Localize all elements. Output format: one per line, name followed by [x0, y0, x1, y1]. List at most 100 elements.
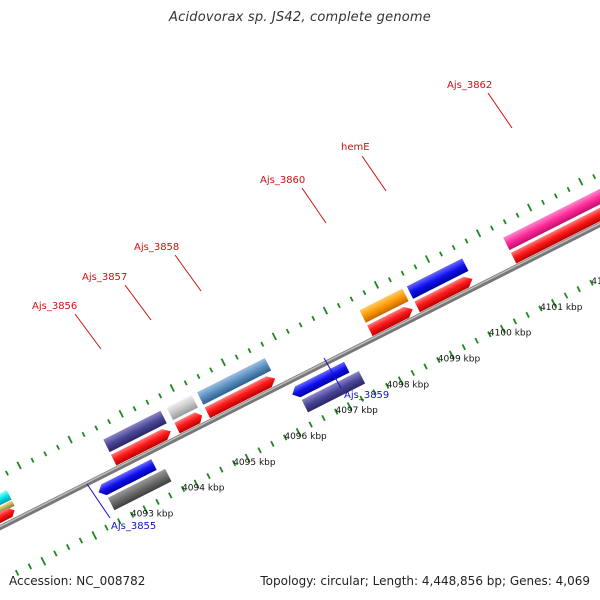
tick-mark — [30, 457, 35, 463]
tick-mark — [464, 238, 469, 244]
tick-mark — [311, 315, 316, 322]
scale-label: 4101 kbp — [540, 303, 583, 313]
tick-mark — [220, 358, 226, 367]
cds-forward-arrow — [367, 306, 413, 337]
tick-mark — [5, 470, 9, 476]
tick-mark — [183, 380, 188, 386]
tick-mark — [209, 367, 214, 373]
gene-label-heme[interactable]: hemE — [341, 142, 370, 153]
tick-mark — [490, 225, 494, 231]
tick-mark — [400, 270, 405, 276]
callout-line-ajs-3857 — [124, 284, 152, 321]
scale-label: 4102 kbp — [591, 277, 600, 287]
tick-mark — [387, 277, 392, 283]
tick-mark — [66, 543, 71, 551]
tick-mark — [578, 177, 584, 186]
tick-mark — [372, 389, 377, 396]
tick-mark — [541, 199, 546, 206]
gene-ajs-3858-box — [197, 358, 272, 405]
scale-label-text: 4093 kbp — [131, 509, 174, 519]
tick-mark — [502, 219, 507, 225]
scale-label: 4099 kbp — [438, 354, 481, 364]
tick-mark — [81, 431, 86, 438]
scale-label-text: 4099 kbp — [438, 354, 481, 364]
scale-label: 4095 kbp — [233, 458, 276, 468]
genome-stats-text: Topology: circular; Length: 4,448,856 bp… — [260, 574, 590, 588]
scale-label: 4100 kbp — [489, 329, 532, 339]
scale-label-text: 4095 kbp — [233, 458, 276, 468]
tick-mark — [43, 451, 48, 457]
tick-mark — [14, 569, 20, 576]
lower-tick-row — [14, 279, 594, 576]
tick-mark — [132, 406, 137, 412]
gene-ajs-3856-box — [103, 410, 167, 453]
tick-mark — [206, 473, 211, 480]
gene-ajs-3855-arrow — [98, 459, 157, 496]
scale-label-text: 4096 kbp — [284, 432, 327, 442]
cds-forward-arrow — [174, 412, 203, 434]
scale-label: 4093 kbp — [131, 509, 174, 519]
tick-mark — [270, 440, 275, 447]
tick-mark — [67, 435, 73, 444]
feature-olive-box — [0, 500, 15, 520]
gene-ajs-3855-box — [108, 468, 172, 511]
gene-ajs-3859-box — [301, 371, 366, 413]
scale-label-text: 4100 kbp — [489, 329, 532, 339]
gene-label-ajs-3858[interactable]: Ajs_3858 — [134, 242, 179, 253]
callout-line-ajs-3855 — [86, 483, 111, 519]
upper-tick-row — [5, 173, 597, 476]
tick-mark — [563, 292, 569, 299]
tick-mark — [158, 393, 163, 399]
tick-mark — [145, 399, 150, 405]
tick-mark — [231, 460, 237, 467]
tick-mark — [40, 556, 47, 566]
scale-label-text: 4098 kbp — [387, 380, 430, 390]
cds-forward-arrow — [414, 276, 473, 313]
tick-mark — [499, 324, 506, 334]
tick-mark — [385, 382, 390, 389]
tick-mark — [474, 337, 479, 344]
tick-mark — [362, 290, 367, 296]
tick-mark — [257, 447, 262, 454]
tick-mark — [298, 322, 303, 328]
gene-label-ajs-3859[interactable]: Ajs_3859 — [344, 390, 389, 401]
gene-label-ajs-3856[interactable]: Ajs_3856 — [32, 301, 77, 312]
tick-mark — [219, 466, 224, 473]
gene-label-ajs-3857[interactable]: Ajs_3857 — [82, 272, 127, 283]
genome-backbone — [0, 93, 600, 540]
gene-label-ajs-3862[interactable]: Ajs_3862 — [447, 80, 492, 91]
tick-mark — [56, 444, 60, 451]
tick-mark — [359, 395, 364, 402]
tick-mark — [334, 408, 339, 415]
cds-forward-arrow — [510, 197, 600, 264]
accession-text: Accession: NC_008782 — [9, 574, 146, 588]
tick-mark — [475, 229, 482, 238]
gene-callouts — [74, 92, 513, 519]
tick-mark — [196, 373, 201, 380]
tick-mark — [168, 492, 173, 499]
scale-label: 4096 kbp — [284, 432, 327, 442]
tick-mark — [104, 524, 109, 531]
genome-title: Acidovorax sp. JS42, complete genome — [169, 10, 431, 25]
callout-line-heme — [361, 155, 387, 192]
tick-mark — [423, 363, 428, 370]
tick-mark — [78, 537, 84, 544]
genome-backbone-highlight — [0, 94, 600, 538]
tick-mark — [244, 453, 251, 463]
gene-label-ajs-3855[interactable]: Ajs_3855 — [111, 521, 156, 532]
tick-mark — [397, 376, 404, 386]
tick-mark — [94, 425, 99, 431]
tick-mark — [336, 302, 341, 309]
feature-cyan-box — [0, 489, 12, 514]
gene-ajs-3862-box — [503, 179, 600, 251]
tick-mark — [566, 186, 571, 193]
tick-mark — [247, 348, 252, 354]
tick-mark — [487, 331, 492, 338]
tick-mark — [436, 356, 441, 364]
tick-mark — [525, 311, 530, 318]
tick-mark — [282, 434, 288, 441]
gene-label-ajs-3860[interactable]: Ajs_3860 — [260, 175, 305, 186]
gene-heme-box — [406, 258, 469, 299]
scale-label: 4094 kbp — [182, 484, 225, 494]
